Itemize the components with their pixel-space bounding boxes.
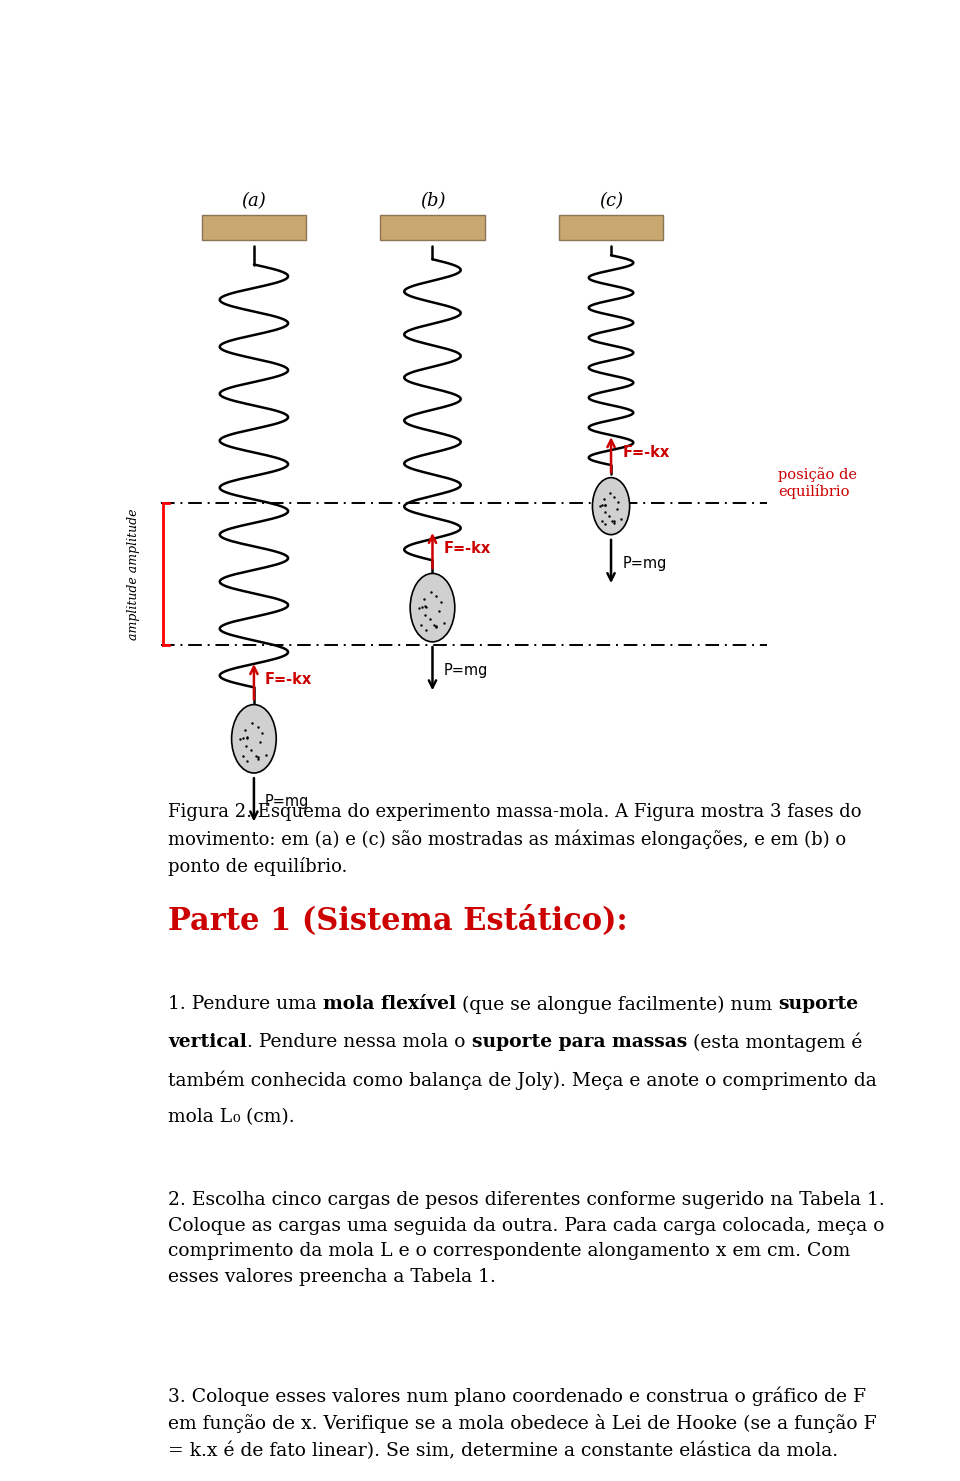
FancyBboxPatch shape [380,215,485,240]
Text: suporte para massas: suporte para massas [471,1034,687,1052]
Text: amplitude amplitude: amplitude amplitude [127,509,140,640]
Text: mola flexível: mola flexível [324,995,456,1013]
Text: P=mg: P=mg [622,555,666,570]
Text: (b): (b) [420,191,445,210]
Text: F=-kx: F=-kx [265,672,312,687]
Text: mola L: mola L [168,1108,232,1126]
Text: (que se alongue facilmente) num: (que se alongue facilmente) num [456,995,779,1013]
FancyBboxPatch shape [202,215,306,240]
Text: 1. Pendure uma: 1. Pendure uma [168,995,324,1013]
Text: Parte 1 (Sistema Estático):: Parte 1 (Sistema Estático): [168,905,628,936]
Circle shape [592,478,630,535]
Text: (a): (a) [242,191,266,210]
Text: F=-kx: F=-kx [444,541,491,555]
Text: (cm).: (cm). [240,1108,295,1126]
Circle shape [231,705,276,773]
Circle shape [410,573,455,641]
Text: P=mg: P=mg [444,663,488,678]
Text: ₀: ₀ [232,1108,240,1126]
Text: suporte: suporte [779,995,858,1013]
Text: Figura 2. Esquema do experimento massa-mola. A Figura mostra 3 fases do
moviment: Figura 2. Esquema do experimento massa-m… [168,803,862,875]
Text: . Pendure nessa mola o: . Pendure nessa mola o [248,1034,471,1052]
Text: P=mg: P=mg [265,794,309,809]
FancyBboxPatch shape [559,215,663,240]
Text: F=-kx: F=-kx [622,446,669,461]
Text: 3. Coloque esses valores num plano coordenado e construa o gráfico de F
em funçã: 3. Coloque esses valores num plano coord… [168,1386,877,1460]
Text: (esta montagem é: (esta montagem é [687,1034,862,1053]
Text: posição de
equilíbrio: posição de equilíbrio [779,467,857,499]
Text: (c): (c) [599,191,623,210]
Text: também conhecida como balança de Joly). Meça e anote o comprimento da: também conhecida como balança de Joly). … [168,1071,877,1090]
Text: 2. Escolha cinco cargas de pesos diferentes conforme sugerido na Tabela 1.
Coloq: 2. Escolha cinco cargas de pesos diferen… [168,1191,885,1286]
Text: vertical: vertical [168,1034,248,1052]
